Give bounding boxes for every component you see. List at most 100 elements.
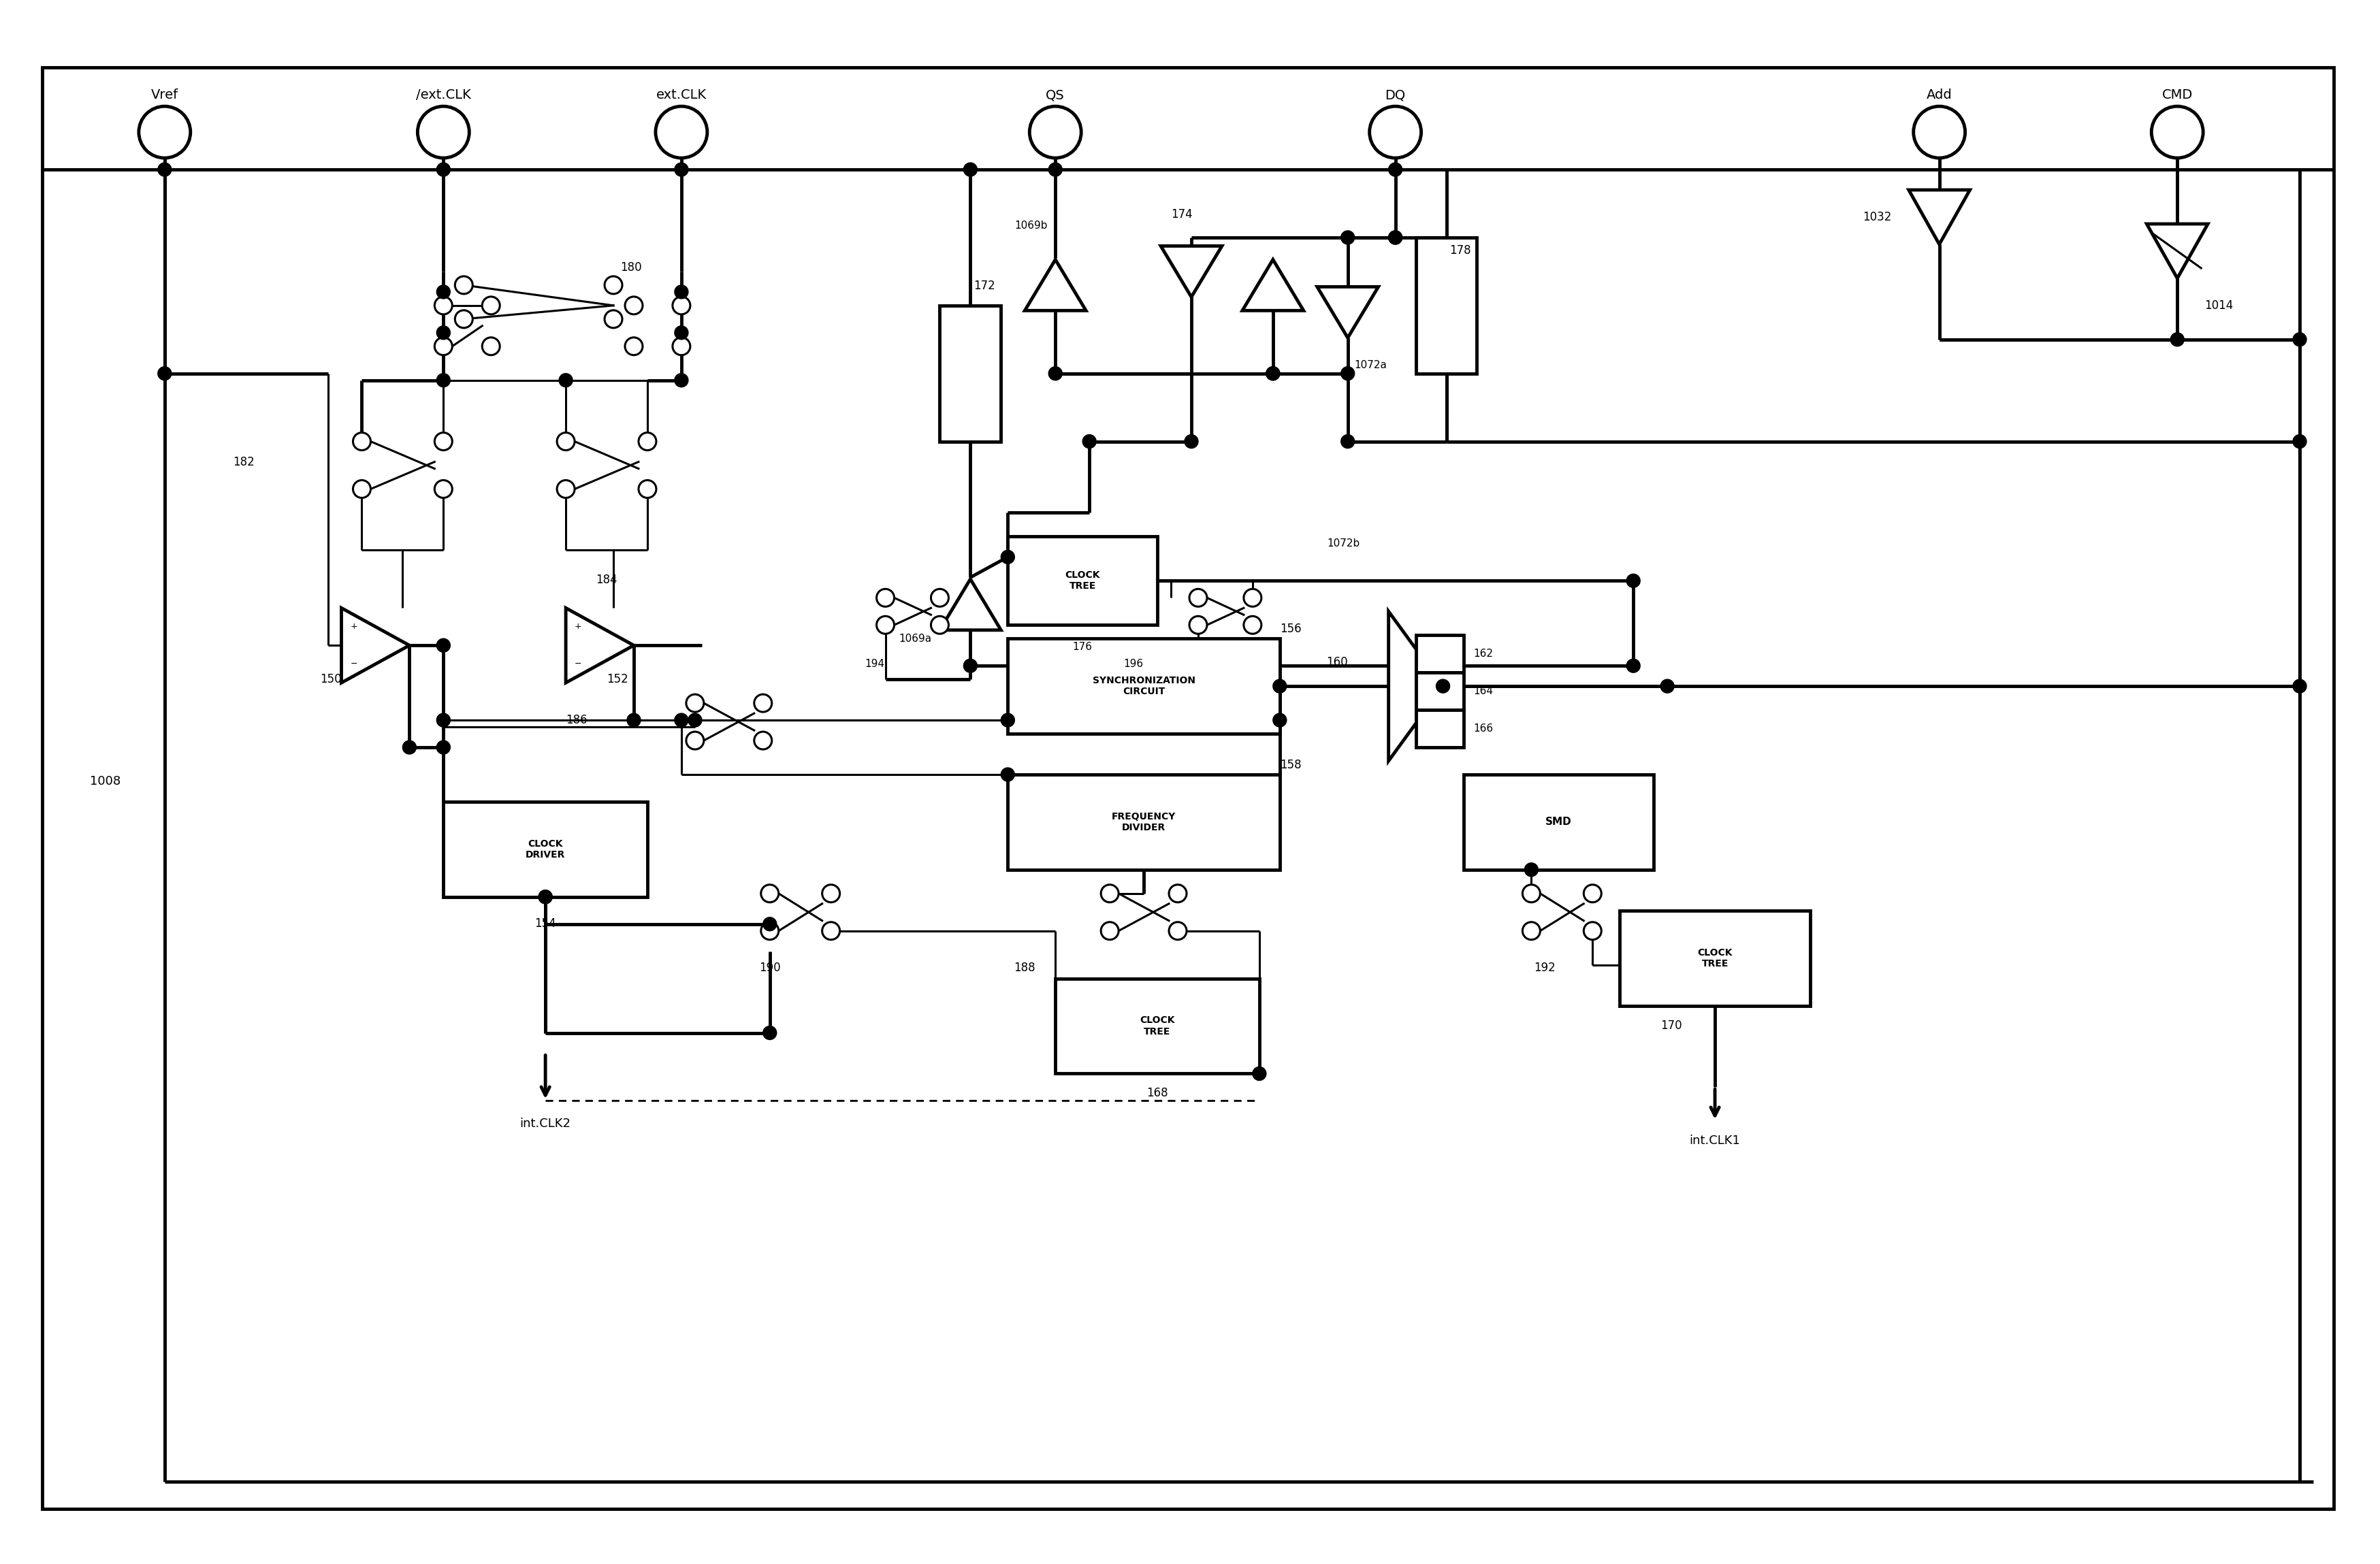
Polygon shape — [1026, 260, 1085, 311]
Circle shape — [674, 338, 690, 355]
Circle shape — [436, 480, 452, 497]
Bar — [1007, 774, 1280, 870]
Text: FREQUENCY
DIVIDER: FREQUENCY DIVIDER — [1111, 812, 1176, 832]
Circle shape — [455, 277, 474, 294]
Text: 188: 188 — [1014, 962, 1035, 974]
Circle shape — [538, 890, 552, 904]
Text: int.CLK1: int.CLK1 — [1690, 1135, 1740, 1146]
Polygon shape — [1242, 260, 1304, 311]
Circle shape — [1583, 885, 1602, 902]
Circle shape — [1626, 574, 1640, 588]
Circle shape — [762, 923, 778, 940]
Bar — [1007, 638, 1280, 734]
Circle shape — [626, 297, 643, 314]
Bar — [1416, 710, 1464, 748]
Circle shape — [1185, 435, 1197, 449]
Text: 1072a: 1072a — [1354, 360, 1388, 371]
Circle shape — [352, 433, 371, 450]
Polygon shape — [2147, 224, 2209, 278]
Text: SYNCHRONIZATION
CIRCUIT: SYNCHRONIZATION CIRCUIT — [1092, 676, 1195, 696]
Text: 192: 192 — [1535, 962, 1557, 974]
Bar — [1007, 536, 1157, 626]
Circle shape — [1340, 435, 1354, 449]
Circle shape — [1050, 163, 1061, 177]
Circle shape — [1526, 863, 1537, 876]
Circle shape — [762, 885, 778, 902]
Circle shape — [1340, 366, 1354, 380]
Text: 180: 180 — [621, 261, 643, 274]
Circle shape — [605, 310, 621, 328]
Circle shape — [402, 740, 416, 754]
Circle shape — [964, 163, 978, 177]
Circle shape — [764, 917, 776, 931]
Text: 154: 154 — [536, 917, 557, 929]
Bar — [1464, 774, 1654, 870]
Circle shape — [436, 433, 452, 450]
Circle shape — [1523, 923, 1540, 940]
Text: CLOCK
TREE: CLOCK TREE — [1140, 1015, 1176, 1037]
Circle shape — [654, 106, 707, 158]
Circle shape — [436, 374, 450, 386]
Polygon shape — [1161, 246, 1221, 297]
Text: 164: 164 — [1473, 687, 1492, 696]
Text: 178: 178 — [1449, 244, 1471, 256]
Circle shape — [1245, 590, 1261, 607]
Bar — [1076, 870, 1252, 951]
Text: 1008: 1008 — [90, 776, 121, 787]
Polygon shape — [340, 608, 409, 683]
Circle shape — [1002, 551, 1014, 563]
Circle shape — [2292, 333, 2306, 346]
Bar — [512, 400, 702, 571]
Circle shape — [1273, 713, 1288, 727]
Circle shape — [688, 713, 702, 727]
Text: 1032: 1032 — [1864, 211, 1892, 224]
Circle shape — [931, 616, 950, 633]
Circle shape — [1252, 1067, 1266, 1081]
Polygon shape — [566, 608, 633, 683]
Text: 182: 182 — [233, 455, 255, 468]
Bar — [69, 217, 578, 1020]
Text: Vref: Vref — [150, 89, 178, 102]
Circle shape — [685, 732, 704, 749]
Text: 150: 150 — [319, 673, 340, 685]
Circle shape — [1523, 885, 1540, 902]
Circle shape — [626, 338, 643, 355]
Text: 194: 194 — [864, 658, 885, 669]
Circle shape — [436, 638, 450, 652]
Circle shape — [1102, 885, 1119, 902]
Circle shape — [1031, 106, 1081, 158]
Circle shape — [674, 374, 688, 386]
Circle shape — [2152, 106, 2204, 158]
Text: ext.CLK: ext.CLK — [657, 89, 707, 102]
Text: 186: 186 — [566, 715, 588, 726]
Text: +: + — [350, 622, 357, 632]
Circle shape — [538, 890, 552, 904]
Text: −: − — [574, 660, 581, 668]
Circle shape — [436, 163, 450, 177]
Text: SMD: SMD — [1545, 816, 1571, 827]
Text: 170: 170 — [1661, 1020, 1683, 1032]
Text: 196: 196 — [1123, 658, 1142, 669]
Text: 152: 152 — [607, 673, 628, 685]
Circle shape — [964, 658, 978, 673]
Text: 1069a: 1069a — [900, 633, 931, 644]
Circle shape — [1583, 923, 1602, 940]
Bar — [1621, 910, 1811, 1006]
Circle shape — [1266, 366, 1280, 380]
Text: +: + — [574, 622, 581, 632]
Circle shape — [436, 285, 450, 299]
Circle shape — [638, 480, 657, 497]
Text: QS: QS — [1045, 89, 1064, 102]
Circle shape — [2171, 333, 2185, 346]
Circle shape — [1273, 679, 1288, 693]
Text: 1014: 1014 — [2204, 299, 2232, 311]
Circle shape — [605, 277, 621, 294]
Circle shape — [1169, 885, 1188, 902]
Circle shape — [1169, 923, 1188, 940]
Polygon shape — [1388, 612, 1442, 762]
Bar — [940, 305, 1002, 441]
Circle shape — [352, 480, 371, 497]
Circle shape — [1002, 768, 1014, 782]
Bar — [1416, 673, 1464, 710]
Circle shape — [931, 590, 950, 607]
